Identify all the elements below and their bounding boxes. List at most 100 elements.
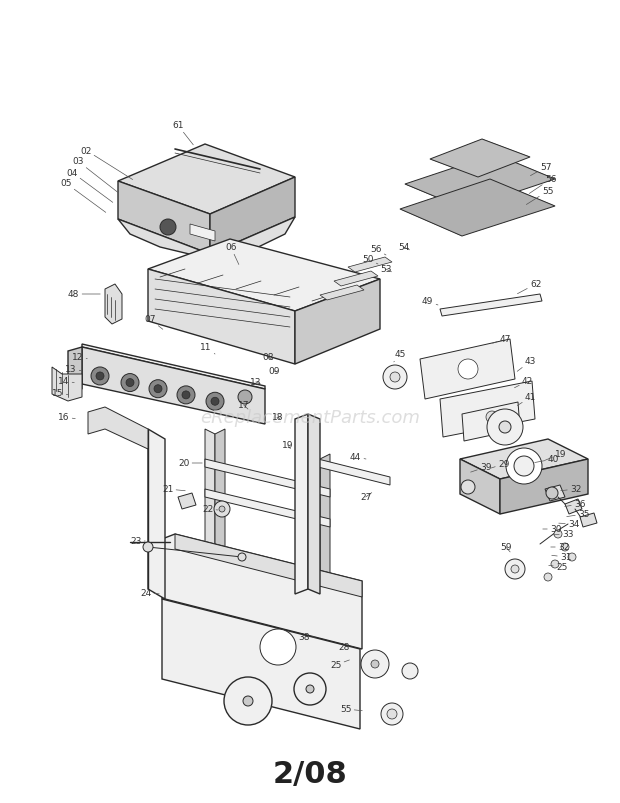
Polygon shape [440, 295, 542, 316]
Circle shape [219, 507, 225, 512]
Text: 29: 29 [490, 460, 510, 469]
Circle shape [486, 411, 498, 423]
Polygon shape [52, 368, 82, 402]
Circle shape [154, 385, 162, 393]
Polygon shape [205, 459, 330, 497]
Circle shape [126, 379, 134, 387]
Text: 62: 62 [518, 280, 541, 295]
Text: 11: 11 [200, 343, 215, 355]
Polygon shape [440, 381, 535, 438]
Text: 30: 30 [542, 525, 562, 534]
Text: 07: 07 [144, 315, 163, 330]
Polygon shape [460, 459, 500, 515]
Polygon shape [162, 534, 362, 649]
Circle shape [390, 373, 400, 382]
Circle shape [361, 650, 389, 679]
Text: 25: 25 [330, 660, 350, 670]
Text: 48: 48 [68, 290, 100, 300]
Text: 06: 06 [225, 243, 239, 265]
Circle shape [294, 673, 326, 705]
Circle shape [546, 487, 558, 499]
Circle shape [306, 685, 314, 693]
Polygon shape [68, 348, 82, 389]
Text: 55: 55 [340, 704, 362, 714]
Circle shape [238, 553, 246, 561]
Polygon shape [82, 344, 265, 389]
Text: 31: 31 [552, 552, 572, 562]
Text: 28: 28 [338, 642, 352, 652]
Text: 13: 13 [250, 378, 262, 387]
Circle shape [461, 480, 475, 495]
Polygon shape [310, 454, 320, 579]
Circle shape [143, 542, 153, 552]
Polygon shape [118, 218, 295, 259]
Text: 54: 54 [398, 243, 409, 252]
Text: 22: 22 [202, 505, 218, 514]
Text: 49: 49 [422, 297, 438, 306]
Text: 02: 02 [80, 146, 133, 181]
Text: 14: 14 [58, 377, 74, 386]
Circle shape [211, 397, 219, 406]
Text: 43: 43 [517, 357, 536, 372]
Text: 21: 21 [162, 485, 185, 494]
Text: 20: 20 [178, 459, 202, 468]
Circle shape [177, 386, 195, 405]
Polygon shape [148, 270, 295, 365]
Text: 25: 25 [549, 563, 567, 572]
Circle shape [514, 456, 534, 476]
Polygon shape [320, 454, 330, 579]
Polygon shape [298, 454, 390, 485]
Polygon shape [105, 284, 122, 324]
Text: 38: 38 [298, 633, 315, 642]
Polygon shape [205, 430, 215, 569]
Circle shape [554, 530, 562, 538]
Text: 09: 09 [268, 367, 280, 376]
Polygon shape [348, 258, 392, 273]
Polygon shape [210, 177, 295, 255]
Circle shape [387, 709, 397, 719]
Polygon shape [334, 271, 378, 287]
Circle shape [381, 703, 403, 725]
Circle shape [561, 544, 569, 552]
Polygon shape [190, 225, 215, 242]
Text: 16: 16 [58, 413, 75, 422]
Circle shape [182, 391, 190, 399]
Text: 53: 53 [380, 265, 391, 274]
Polygon shape [565, 499, 582, 515]
Circle shape [499, 422, 511, 434]
Polygon shape [320, 286, 364, 300]
Text: 36: 36 [565, 500, 585, 509]
Text: 08: 08 [262, 353, 273, 362]
Polygon shape [118, 145, 295, 214]
Text: 33: 33 [553, 530, 574, 539]
Circle shape [505, 560, 525, 579]
Text: 34: 34 [559, 520, 579, 529]
Text: 55: 55 [526, 187, 554, 206]
Circle shape [568, 553, 576, 561]
Text: 04: 04 [66, 169, 113, 203]
Text: 23: 23 [130, 537, 145, 546]
Circle shape [544, 573, 552, 581]
Polygon shape [580, 513, 597, 528]
Polygon shape [118, 181, 210, 255]
Circle shape [238, 390, 252, 405]
Text: 45: 45 [394, 350, 406, 362]
Circle shape [402, 663, 418, 679]
Text: 59: 59 [500, 543, 511, 552]
Text: 42: 42 [515, 377, 533, 389]
Text: 03: 03 [72, 157, 118, 193]
Circle shape [551, 560, 559, 569]
Text: 13: 13 [65, 365, 81, 374]
Text: 44: 44 [350, 453, 366, 462]
Text: 24: 24 [140, 589, 159, 597]
Text: 19: 19 [546, 450, 567, 460]
Text: 18: 18 [272, 413, 283, 422]
Text: 05: 05 [60, 179, 106, 213]
Text: 19: 19 [282, 441, 293, 450]
Polygon shape [460, 439, 588, 479]
Circle shape [260, 630, 296, 665]
Polygon shape [88, 407, 148, 450]
Polygon shape [162, 599, 360, 729]
Circle shape [214, 501, 230, 517]
Circle shape [506, 448, 542, 484]
